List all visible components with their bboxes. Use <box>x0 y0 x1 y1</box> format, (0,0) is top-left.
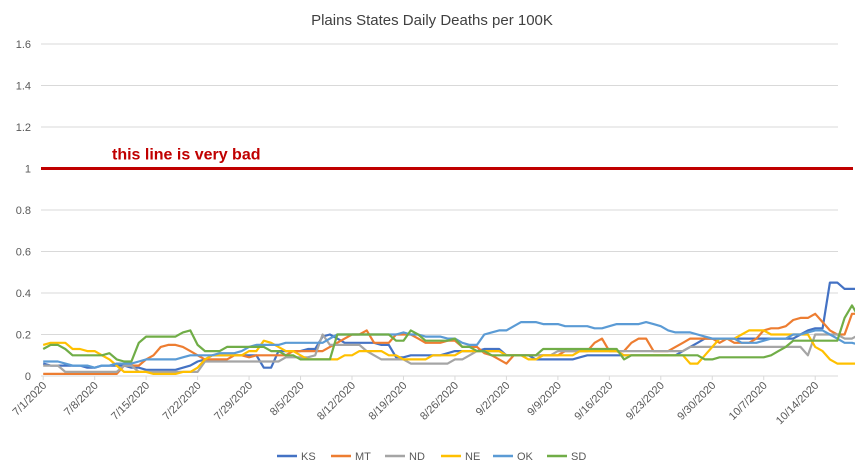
gridlines <box>41 43 838 377</box>
x-tick-label: 7/22/2020 <box>161 380 204 423</box>
series-line-ne <box>42 329 855 375</box>
y-tick-label: 1.2 <box>16 122 31 134</box>
x-tick-label: 9/2/2020 <box>474 380 513 419</box>
x-tick-label: 9/23/2020 <box>624 380 667 423</box>
x-tick-label: 8/12/2020 <box>315 380 358 423</box>
series-lines <box>42 281 855 375</box>
x-tick-label: 8/5/2020 <box>268 380 307 419</box>
legend-label-ks: KS <box>301 451 316 463</box>
y-tick-label: 0.4 <box>16 288 31 300</box>
legend-label-sd: SD <box>571 451 586 463</box>
series-line-ks <box>42 281 855 371</box>
y-axis-ticks: 0 0.2 0.4 0.6 0.8 1 1.2 1.4 1.6 <box>16 39 31 383</box>
x-tick-label: 8/26/2020 <box>418 380 461 423</box>
x-axis: 7/1/2020 7/8/2020 7/15/2020 7/22/2020 7/29/2… <box>11 375 838 427</box>
y-tick-label: 1.4 <box>16 81 31 93</box>
y-tick-label: 0.6 <box>16 247 31 259</box>
x-tick-label: 9/9/2020 <box>525 380 564 419</box>
series-line-sd <box>42 304 855 363</box>
y-tick-label: 0.2 <box>16 330 31 342</box>
series-line-ok <box>43 321 855 369</box>
x-tick-label: 7/15/2020 <box>109 380 152 423</box>
x-tick-label: 7/1/2020 <box>11 380 50 419</box>
legend-label-mt: MT <box>355 451 371 463</box>
y-tick-label: 0 <box>25 371 31 383</box>
legend-label-ne: NE <box>465 451 480 463</box>
legend: KS MT ND NE OK SD <box>277 451 586 463</box>
x-tick-label: 9/16/2020 <box>572 380 615 423</box>
x-tick-label: 9/30/2020 <box>675 380 718 423</box>
legend-label-nd: ND <box>409 451 425 463</box>
x-tick-label: 8/19/2020 <box>367 380 410 423</box>
x-tick-label: 7/29/2020 <box>212 380 255 423</box>
reference-annotation: this line is very bad <box>112 147 261 164</box>
y-tick-label: 1.6 <box>16 39 31 51</box>
x-tick-label: 7/8/2020 <box>62 380 101 419</box>
y-tick-label: 1 <box>25 164 31 176</box>
chart-title: Plains States Daily Deaths per 100K <box>311 12 553 29</box>
x-tick-label: 10/14/2020 <box>774 380 821 427</box>
x-tick-label: 10/7/2020 <box>727 380 770 423</box>
y-tick-label: 0.8 <box>16 205 31 217</box>
legend-label-ok: OK <box>517 451 534 463</box>
reference-line-group: this line is very bad <box>41 147 853 170</box>
series-line-mt <box>43 312 855 375</box>
